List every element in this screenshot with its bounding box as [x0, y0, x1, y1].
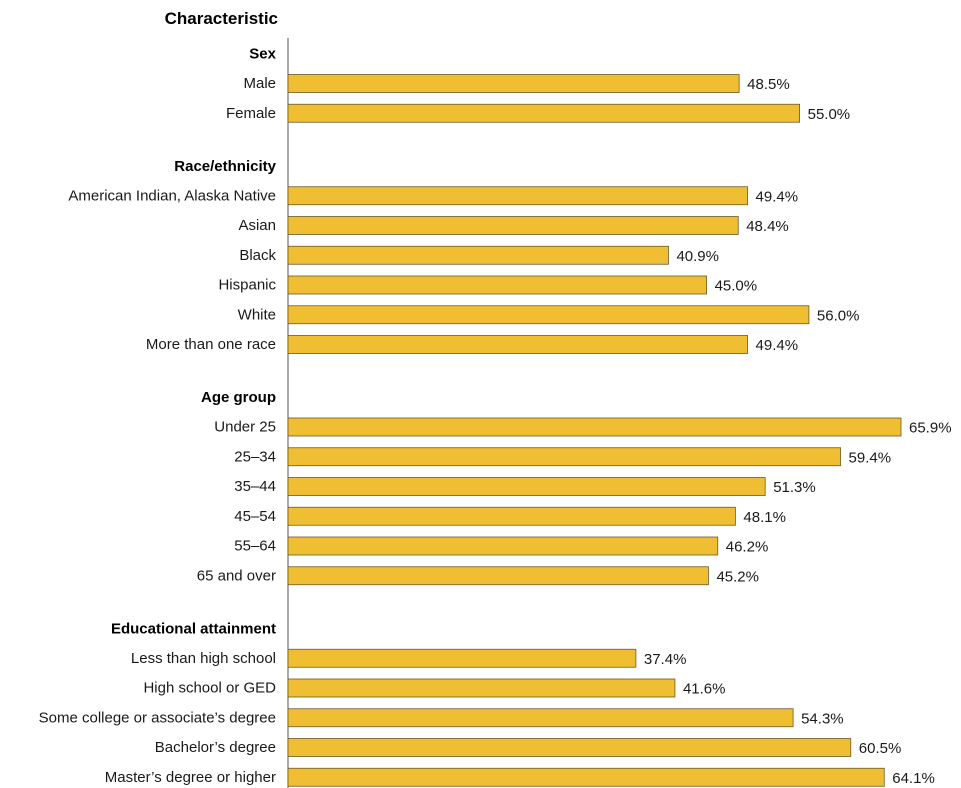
- data-label: 45.2%: [716, 568, 759, 585]
- category-label: 55–64: [234, 538, 276, 555]
- data-label: 59.4%: [849, 449, 892, 466]
- group-educational-attainment: Educational attainment Less than high sch…: [39, 620, 935, 787]
- group-header: Sex: [249, 46, 276, 63]
- bar: [287, 305, 810, 325]
- category-label: Bachelor’s degree: [155, 739, 276, 756]
- bar: [287, 335, 748, 354]
- group-race-ethnicity: Race/ethnicity American Indian, Alaska Na…: [68, 158, 859, 354]
- bar: [287, 275, 707, 295]
- data-label: 48.5%: [747, 76, 790, 93]
- data-label: 41.6%: [683, 681, 726, 698]
- group-sex: Sex Male 48.5% Female 55.0%: [226, 46, 850, 123]
- data-label: 65.9%: [909, 420, 952, 437]
- category-label: Female: [226, 105, 276, 122]
- data-label: 49.4%: [756, 188, 799, 205]
- category-label: 65 and over: [197, 567, 276, 584]
- category-label: Less than high school: [131, 650, 276, 667]
- category-label: 35–44: [234, 478, 276, 495]
- bar: [287, 477, 766, 496]
- data-label: 54.3%: [801, 710, 844, 727]
- bar: [287, 103, 801, 123]
- bar: [287, 186, 748, 206]
- group-header: Educational attainment: [111, 620, 276, 637]
- bar: [287, 417, 902, 437]
- group-age-group: Age group Under 25 65.9% 25–34 59.4% 35–44 51.…: [197, 389, 952, 585]
- bar: [287, 648, 637, 668]
- group-header: Race/ethnicity: [174, 158, 276, 175]
- data-label: 40.9%: [676, 248, 719, 265]
- bar: [287, 506, 736, 526]
- data-label: 45.0%: [715, 278, 758, 295]
- data-label: 60.5%: [859, 740, 902, 757]
- group-header: Age group: [201, 389, 276, 406]
- category-label: 45–54: [234, 508, 276, 525]
- bar: [287, 566, 709, 586]
- data-label: 55.0%: [808, 106, 851, 123]
- category-label: Hispanic: [218, 277, 276, 294]
- category-label: 25–34: [234, 448, 276, 465]
- chart-title: Characteristic: [165, 9, 278, 28]
- category-label: Male: [243, 75, 276, 92]
- data-label: 48.4%: [746, 218, 789, 235]
- category-label: Under 25: [214, 419, 276, 436]
- bar: [287, 767, 885, 787]
- bar: [287, 216, 739, 235]
- bar: [287, 678, 676, 698]
- data-label: 64.1%: [892, 770, 935, 787]
- bar: [287, 447, 841, 467]
- data-label: 37.4%: [644, 651, 687, 668]
- category-label: Master’s degree or higher: [105, 769, 276, 786]
- data-label: 51.3%: [773, 479, 816, 496]
- data-label: 48.1%: [743, 509, 786, 526]
- bar: [287, 536, 719, 556]
- category-label: More than one race: [146, 336, 276, 353]
- category-label: Some college or associate’s degree: [39, 709, 276, 726]
- bar: [287, 708, 794, 728]
- data-label: 56.0%: [817, 307, 860, 324]
- bar: [287, 74, 740, 93]
- category-label: High school or GED: [143, 680, 276, 697]
- bar: [287, 245, 669, 265]
- category-label: Asian: [238, 217, 276, 234]
- category-label: Black: [239, 247, 276, 264]
- category-label: White: [238, 306, 276, 323]
- data-label: 49.4%: [756, 337, 799, 354]
- bar: [287, 738, 852, 757]
- bar-groups: Sex Male 48.5% Female 55.0% Race/ethnicity Ame…: [39, 46, 952, 787]
- category-label: American Indian, Alaska Native: [68, 187, 276, 204]
- data-label: 46.2%: [726, 539, 769, 556]
